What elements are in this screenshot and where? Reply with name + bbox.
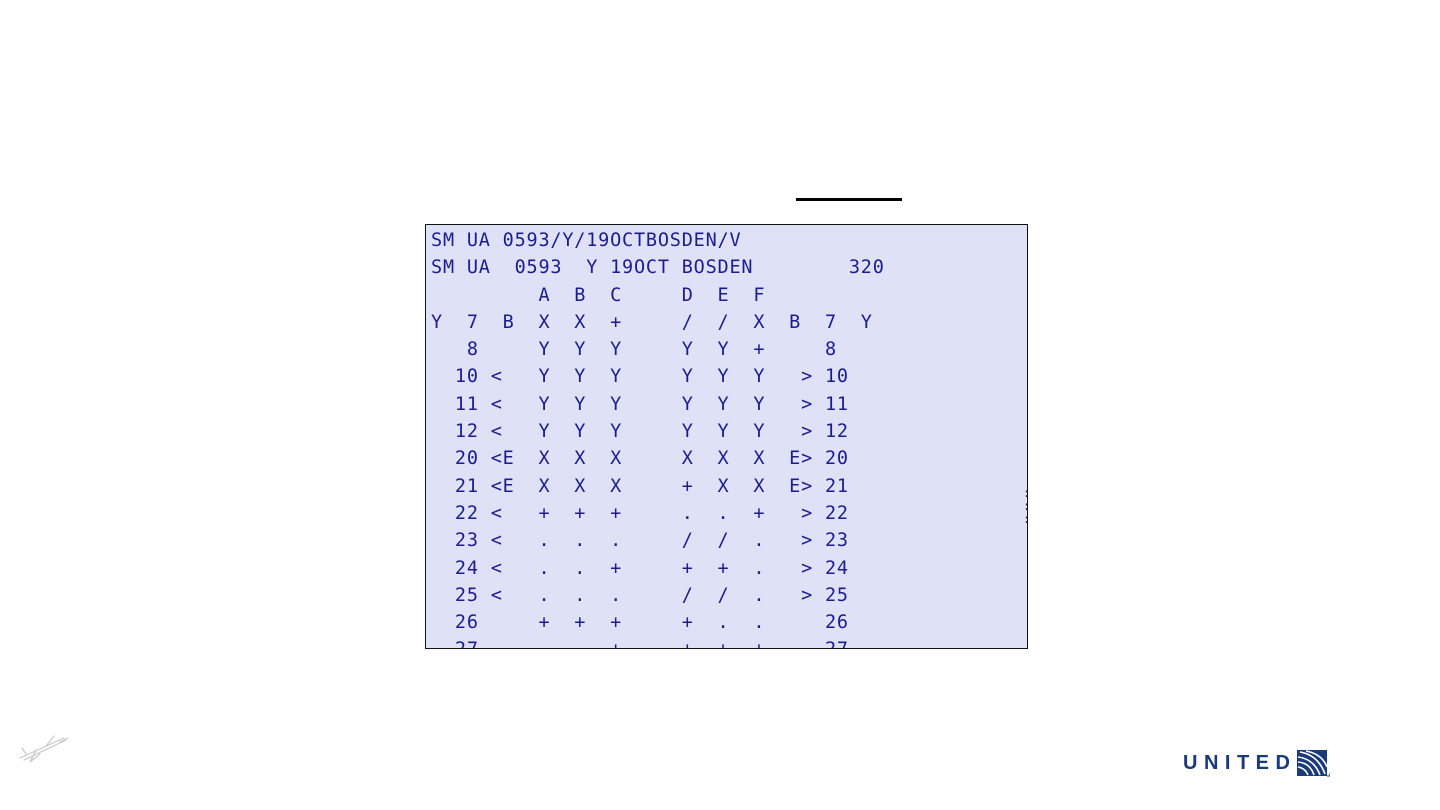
terminal-line-1: SM UA 0593/Y/19OCTBOSDEN/V [431,230,742,251]
seat-row-27: 27 + + + + 27 [431,636,885,648]
seat-column-header: A B C D E F [431,284,766,306]
terminal-output: SM UA 0593/Y/19OCTBOSDEN/V SM UA 0593 Y 1… [431,227,885,648]
seat-row-20: 20 <E X X X X X X E> 20 [431,448,849,470]
plane-watermark-icon [19,735,69,763]
seat-row-26: 26 + + + + . . 26 [431,612,849,634]
seat-row-12: 12 < Y Y Y Y Y Y > 12 [431,421,849,443]
terminal-line-2: SM UA 0593 Y 19OCT BOSDEN 320 [431,257,885,279]
seat-row-10: 10 < Y Y Y Y Y Y > 10 [431,366,849,388]
seat-row-11: 11 < Y Y Y Y Y Y > 11 [431,393,849,415]
seat-row-7: Y 7 B X X + / / X B 7 Y [431,311,873,333]
seat-row-22: 22 < + + + . . + > 22 [431,502,849,524]
seat-map-terminal: SM UA 0593/Y/19OCTBOSDEN/V SM UA 0593 Y 1… [425,224,1028,649]
seat-row-8: 8 Y Y Y Y Y + 8 [431,339,837,361]
seat-row-25: 25 < . . . / / . > 25 [431,584,849,606]
brand-name: UNITED [1183,751,1297,774]
scroll-indicator: ::: [1023,487,1027,526]
seat-row-24: 24 < . . + + + . > 24 [431,557,849,579]
seat-row-23: 23 < . . . / / . > 23 [431,530,849,552]
underline-rule [796,198,902,201]
united-globe-icon [1297,750,1331,777]
seat-row-21: 21 <E X X X + X X E> 21 [431,475,849,497]
united-logo: UNITED [1183,748,1331,778]
